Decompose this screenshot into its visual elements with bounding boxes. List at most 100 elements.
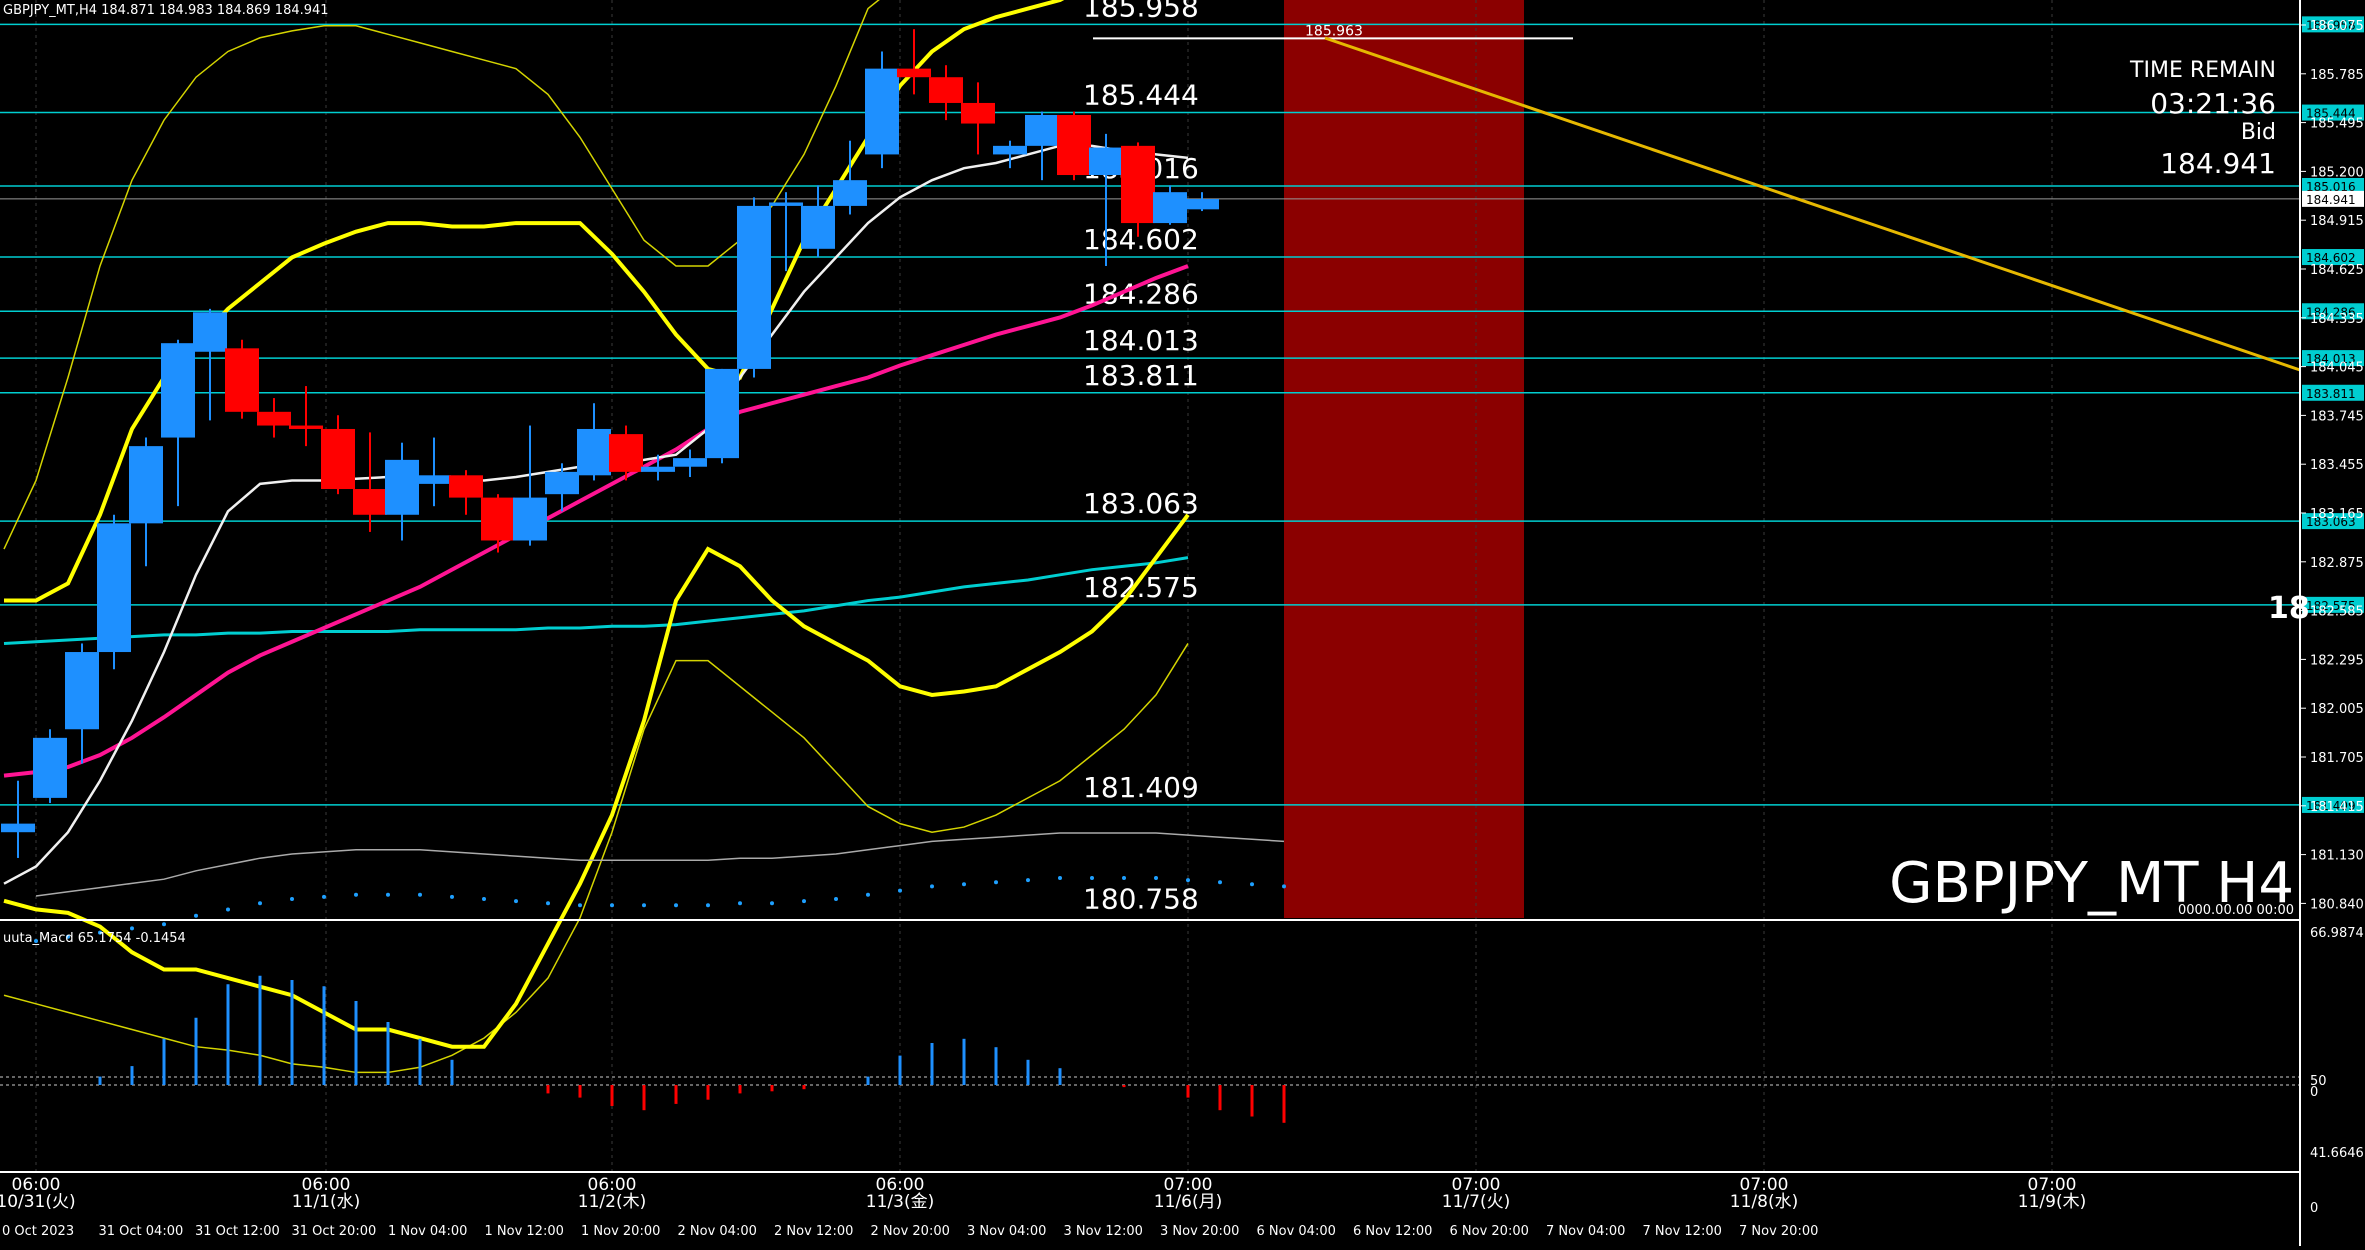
time-minor-label: 31 Oct 12:00 bbox=[195, 1224, 280, 1239]
candles bbox=[1, 29, 1219, 858]
macd-dot bbox=[354, 892, 358, 897]
level-tag: 183.063 bbox=[2306, 515, 2356, 529]
macd-line bbox=[35, 832, 1285, 897]
macd-dot bbox=[866, 892, 870, 897]
price-tick-label: 184.625 bbox=[2310, 263, 2364, 278]
candle-body bbox=[481, 497, 515, 541]
time-minor-label: 7 Nov 12:00 bbox=[1643, 1224, 1722, 1239]
candle-body bbox=[225, 348, 259, 412]
candle-body bbox=[801, 205, 835, 249]
macd-dot bbox=[98, 930, 102, 935]
macd-dot bbox=[1058, 876, 1062, 880]
macd-dot bbox=[1122, 876, 1126, 880]
level-label: 180.758 bbox=[1083, 883, 1199, 916]
time-minor-label: 7 Nov 20:00 bbox=[1739, 1224, 1818, 1239]
candle-body bbox=[289, 425, 323, 429]
price-tick-label: 185.200 bbox=[2310, 165, 2364, 180]
macd-dot bbox=[1154, 876, 1158, 880]
candle-body bbox=[513, 497, 547, 541]
level-tag: 185.444 bbox=[2306, 107, 2356, 121]
candle-body bbox=[865, 68, 899, 155]
candle-body bbox=[417, 475, 451, 484]
price-tick-label: 180.840 bbox=[2310, 897, 2364, 912]
level-label: 184.013 bbox=[1083, 324, 1199, 357]
candle-body bbox=[33, 737, 67, 798]
candle-body bbox=[673, 458, 707, 467]
macd-dot bbox=[34, 939, 38, 943]
level-tag-bg bbox=[2302, 384, 2364, 401]
macd-dot bbox=[418, 892, 422, 897]
symbol-label: GBPJPY_MT H4 bbox=[1889, 851, 2294, 916]
macd-dot bbox=[834, 897, 838, 901]
macd-dot bbox=[962, 882, 966, 887]
level-tag: 184.602 bbox=[2306, 251, 2356, 265]
macd-dot bbox=[322, 894, 326, 899]
time-major-bottom: 11/6(月) bbox=[1154, 1192, 1222, 1212]
candle-body bbox=[961, 102, 995, 124]
time-minor-label: 6 Nov 12:00 bbox=[1353, 1224, 1432, 1239]
time-minor-label: 1 Nov 12:00 bbox=[485, 1224, 564, 1239]
price-tick-label: 184.335 bbox=[2310, 312, 2364, 327]
time-minor-label: 2 Nov 20:00 bbox=[871, 1224, 950, 1239]
time-major-bottom: 10/31(火) bbox=[0, 1192, 76, 1212]
price-tick-label: 186.075 bbox=[2310, 19, 2364, 34]
macd-dot bbox=[1186, 878, 1190, 883]
candle-body bbox=[833, 180, 867, 206]
candle-body bbox=[449, 475, 483, 498]
level-tag: 185.016 bbox=[2306, 180, 2356, 194]
macd-dot bbox=[482, 897, 486, 901]
macd-dot bbox=[66, 934, 70, 939]
macd-dot bbox=[802, 899, 806, 904]
level-tag-bg bbox=[2302, 16, 2364, 33]
price-tick-label: 183.165 bbox=[2310, 507, 2364, 522]
macd-scale-label: 66.9874 bbox=[2310, 926, 2364, 941]
macd-dot bbox=[738, 901, 742, 906]
time-minor-label: 31 Oct 04:00 bbox=[99, 1224, 184, 1239]
candle-body bbox=[993, 145, 1027, 155]
time-remain-value: 03:21:36 bbox=[2150, 87, 2276, 120]
level-label: 185.958 bbox=[1083, 0, 1199, 23]
macd-dot bbox=[1218, 880, 1222, 885]
level-label: 181.409 bbox=[1083, 771, 1199, 804]
level-tag-bg bbox=[2302, 303, 2364, 320]
macd-dot bbox=[994, 880, 998, 885]
candle-body bbox=[577, 428, 611, 476]
time-major-top: 07:00 bbox=[2028, 1175, 2077, 1195]
time-minor-label: 2 Nov 12:00 bbox=[774, 1224, 853, 1239]
trendline bbox=[1324, 36, 2301, 372]
macd-dot bbox=[546, 901, 550, 906]
time-major-bottom: 11/1(水) bbox=[292, 1192, 360, 1212]
candle-body bbox=[1, 823, 35, 833]
candle-body bbox=[97, 523, 131, 653]
candle-body bbox=[193, 312, 227, 352]
time-minor-label: 1 Nov 04:00 bbox=[388, 1224, 467, 1239]
candle-body bbox=[385, 459, 419, 515]
price-tick-label: 185.495 bbox=[2310, 117, 2364, 132]
level-tag-bg bbox=[2302, 596, 2364, 613]
yellow-band-lower bbox=[3, 513, 1190, 1049]
candle-body bbox=[705, 368, 739, 459]
candle-body bbox=[737, 205, 771, 369]
macd-dot bbox=[898, 888, 902, 893]
time-major-bottom: 11/9(木) bbox=[2018, 1192, 2086, 1212]
time-major-top: 07:00 bbox=[1740, 1175, 1789, 1195]
candle-body bbox=[609, 434, 643, 472]
price-tick-label: 182.585 bbox=[2310, 605, 2364, 620]
macd-dot bbox=[386, 892, 390, 897]
time-minor-label: 6 Nov 20:00 bbox=[1450, 1224, 1529, 1239]
price-tick-label: 182.875 bbox=[2310, 556, 2364, 571]
time-major-bottom: 11/7(火) bbox=[1442, 1192, 1510, 1212]
level-label: 183.811 bbox=[1083, 359, 1199, 392]
macd-dot bbox=[162, 922, 166, 927]
macd-scale-label: 50 bbox=[2310, 1074, 2327, 1089]
bid-label: Bid bbox=[2241, 120, 2276, 145]
level-tag-bg bbox=[2302, 796, 2364, 813]
time-major-bottom: 11/3(金) bbox=[866, 1192, 934, 1212]
level-tag-bg bbox=[2302, 104, 2364, 121]
level-tag: 184.013 bbox=[2306, 352, 2356, 366]
level-tag-bg bbox=[2302, 178, 2364, 195]
candle-body bbox=[1153, 192, 1187, 224]
time-major-top: 06:00 bbox=[302, 1175, 351, 1195]
